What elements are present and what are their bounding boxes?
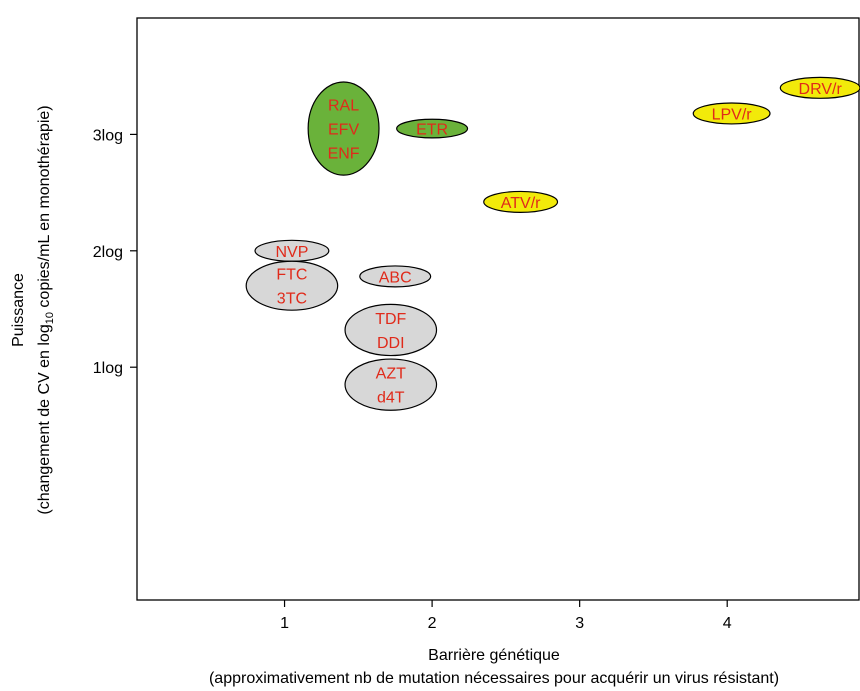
drug-bubble-atv-r: ATV/r (483, 190, 559, 213)
bubble-label: TDF (375, 311, 406, 328)
data-points: RAL EFV ENF ETR DRV/r LPV/r ATV/r NVP FTC 3TC ABC T… (245, 76, 860, 411)
bubble-shape (396, 118, 469, 139)
bubble-label: 3TC (277, 291, 307, 308)
x-axis-sublabel: (approximativement nb de mutation nécess… (209, 670, 779, 687)
bubble-label: LPV/r (712, 106, 753, 123)
drug-bubble-azt-d4t: AZT d4T (344, 358, 438, 411)
x-axis-ticks: 1 2 3 4 (280, 600, 732, 632)
bubble-shape (779, 76, 860, 99)
y-tick-label: 1log (93, 360, 123, 377)
bubble-shape (307, 81, 380, 176)
bubble-shape (692, 102, 771, 125)
bubble-label: EFV (328, 122, 359, 139)
y-axis-sublabel-subscript: 10 (44, 312, 56, 324)
bubble-label: AZT (376, 366, 406, 383)
y-tick-label: 2log (93, 244, 123, 261)
bubble-shape (344, 358, 438, 411)
bubble-label: FTC (276, 267, 307, 284)
bubble-label: DDI (377, 335, 405, 352)
plot-border (136, 17, 860, 601)
bubble-shape (483, 190, 559, 213)
x-tick-label: 1 (280, 615, 289, 632)
drug-bubble-lpv-r: LPV/r (692, 102, 771, 125)
drug-bubble-nvp: NVP (254, 239, 330, 262)
x-tick-label: 2 (428, 615, 437, 632)
bubble-label: ATV/r (501, 195, 541, 212)
y-axis-sublabel: (changement de CV en log10 copies/mL en … (36, 105, 56, 514)
drug-bubble-ral-efv-enf: RAL EFV ENF (307, 81, 380, 176)
bubble-label: d4T (377, 390, 405, 407)
bubble-label: ETR (416, 122, 448, 139)
drug-bubble-tdf-ddi: TDF DDI (344, 303, 438, 357)
y-axis-ticks: 1log 2log 3log (93, 127, 137, 377)
bubble-shape (344, 303, 438, 357)
bubble-label: NVP (275, 244, 308, 261)
drug-bubble-ftc-3tc: FTC 3TC (245, 260, 339, 311)
drug-bubble-drv-r: DRV/r (779, 76, 860, 99)
bubble-shape (245, 260, 339, 311)
bubble-shape (359, 265, 432, 288)
plot-frame (136, 17, 860, 601)
bubble-label: DRV/r (799, 81, 843, 98)
x-tick-label: 4 (723, 615, 732, 632)
y-axis-label: Puissance (10, 273, 27, 347)
bubble-label: RAL (328, 98, 359, 115)
bubble-label: ABC (379, 269, 412, 286)
drug-bubble-abc: ABC (359, 265, 432, 288)
x-tick-label: 3 (575, 615, 584, 632)
x-axis-label: Barrière génétique (428, 647, 560, 664)
y-axis-sublabel-part2: copies/mL en monothérapie) (36, 105, 53, 312)
bubble-label: ENF (328, 146, 360, 163)
y-axis-sublabel-part1: (changement de CV en log (36, 324, 53, 514)
drug-bubble-etr: ETR (396, 118, 469, 139)
y-tick-label: 3log (93, 127, 123, 144)
